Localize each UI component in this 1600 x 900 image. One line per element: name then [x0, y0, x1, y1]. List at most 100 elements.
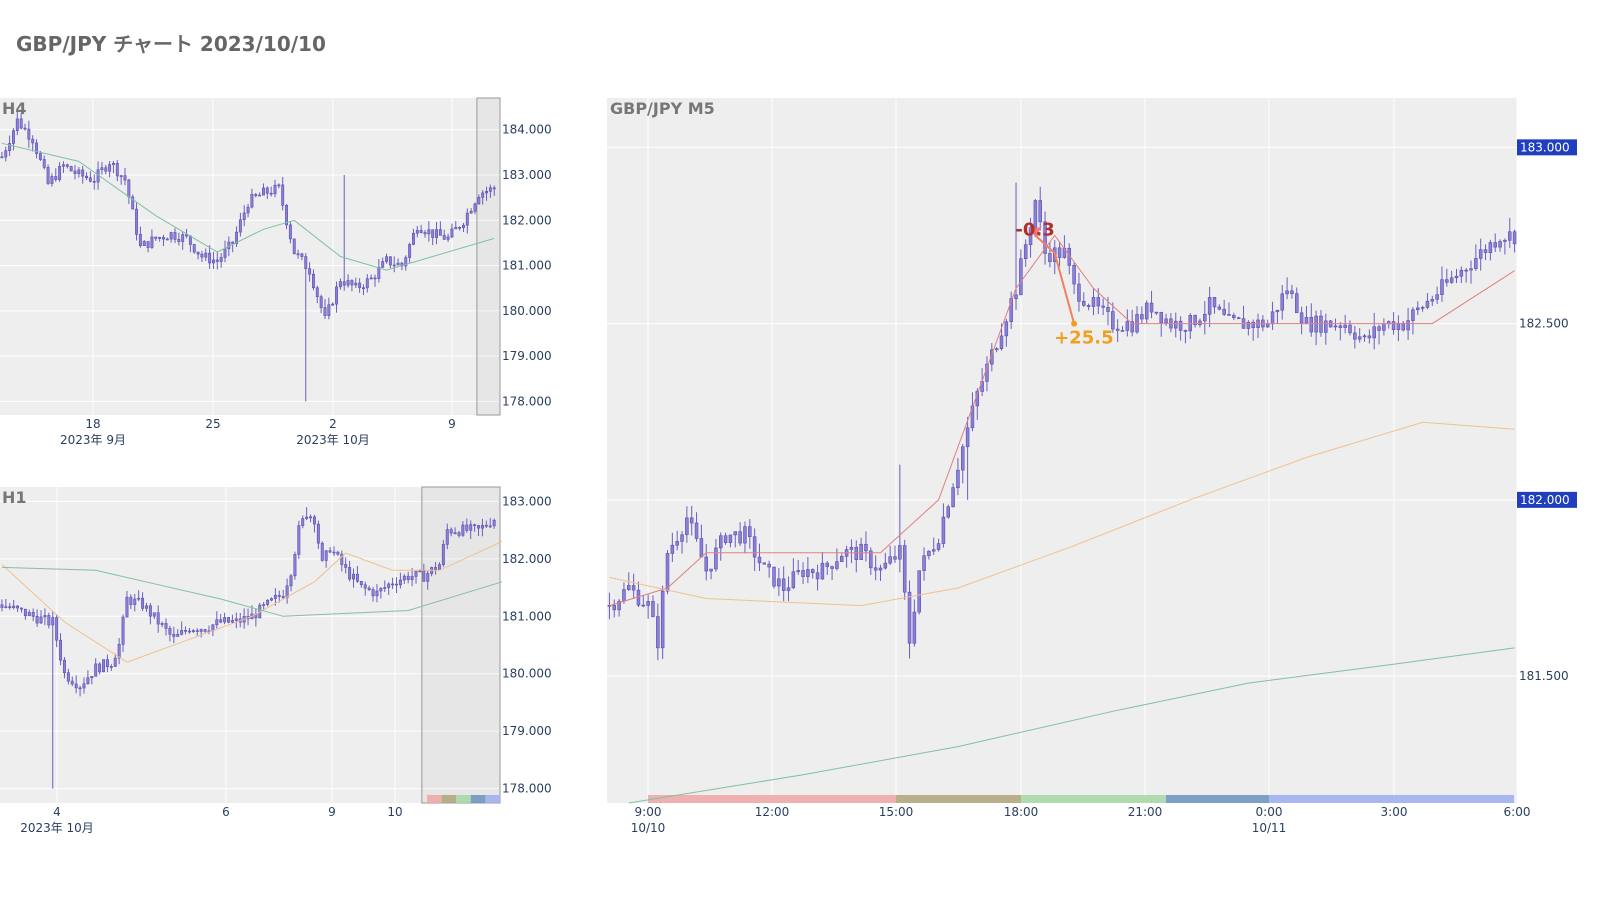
candle-body	[50, 176, 54, 184]
candle-body	[815, 572, 820, 580]
candle-body	[379, 588, 383, 592]
session-segment	[896, 795, 1021, 803]
candle-body	[12, 130, 15, 144]
candle-body	[414, 570, 418, 577]
candle-body	[195, 630, 199, 632]
candle-body	[680, 534, 684, 542]
y-tick-label: 184.000	[502, 123, 552, 137]
candle-body	[646, 601, 650, 606]
candle-body	[902, 545, 907, 593]
candle-body	[465, 212, 469, 226]
candle-body	[1304, 316, 1309, 324]
candle-body	[631, 585, 636, 591]
candle-body	[738, 531, 742, 544]
candle-body	[117, 643, 121, 659]
candle-body	[300, 253, 304, 257]
candle-body	[308, 268, 312, 275]
x-tick-label: 12:00	[755, 805, 790, 819]
candle-body	[622, 589, 626, 602]
candle-body	[301, 518, 305, 526]
candle-body	[426, 573, 430, 582]
candle-body	[73, 170, 77, 174]
candle-body	[1144, 302, 1149, 320]
x-tick-label: 15:00	[879, 805, 914, 819]
candle-body	[113, 657, 117, 667]
candle-body	[1091, 297, 1096, 307]
candle-body	[297, 525, 301, 555]
candle-body	[825, 562, 829, 567]
candle-body	[1309, 316, 1314, 333]
x-tick-label: 6	[222, 805, 230, 819]
candle-body	[131, 196, 135, 210]
candle-body	[23, 127, 27, 130]
candle-body	[873, 567, 878, 571]
candle-body	[1498, 241, 1502, 248]
candle-body	[627, 585, 631, 590]
candle-body	[119, 175, 123, 177]
candle-body	[994, 348, 999, 351]
candle-body	[391, 583, 395, 586]
candle-body	[806, 569, 810, 577]
candle-body	[419, 230, 423, 233]
candle-body	[656, 616, 660, 649]
candle-body	[141, 597, 145, 609]
candle-body	[277, 594, 281, 597]
candle-body	[177, 239, 181, 242]
candle-body	[323, 307, 327, 316]
candle-body	[354, 282, 358, 286]
y-tick-label: 178.000	[502, 782, 552, 796]
candle-body	[0, 156, 4, 159]
candle-body	[358, 282, 362, 289]
candle-body	[180, 630, 184, 635]
candle-body	[480, 524, 484, 529]
y-tick-label: 180.000	[502, 667, 552, 681]
session-segment	[456, 795, 471, 803]
candle-body	[69, 166, 73, 172]
candle-body	[215, 619, 219, 626]
candle-body	[373, 277, 377, 280]
candle-body	[81, 169, 85, 177]
candle-body	[1275, 309, 1280, 313]
candle-body	[94, 663, 98, 677]
candle-body	[445, 529, 449, 545]
candle-body	[1164, 318, 1168, 324]
candle-body	[58, 165, 62, 180]
candle-body	[346, 280, 350, 286]
x-tick-label: 4	[53, 805, 61, 819]
candle-body	[1173, 320, 1178, 329]
candle-body	[82, 683, 86, 689]
candle-body	[184, 630, 188, 632]
candle-body	[395, 583, 398, 586]
candle-body	[1435, 294, 1439, 300]
candle-body	[125, 596, 129, 618]
candle-body	[102, 659, 105, 673]
candle-body	[469, 210, 473, 214]
candle-body	[422, 570, 426, 582]
candle-body	[77, 169, 81, 174]
candle-body	[1372, 326, 1376, 339]
candle-body	[1178, 320, 1183, 331]
candle-body	[281, 596, 285, 599]
candle-body	[219, 257, 223, 262]
candle-body	[1324, 320, 1328, 333]
candle-body	[316, 523, 320, 544]
candle-body	[869, 550, 873, 569]
candle-body	[319, 296, 323, 308]
candle-body	[162, 237, 165, 240]
x-tick-label: 9	[448, 417, 456, 431]
candle-body	[1382, 323, 1386, 331]
session-segment	[1269, 795, 1514, 803]
candle-body	[204, 252, 208, 258]
candle-body	[1048, 253, 1052, 262]
candle-body	[215, 259, 219, 262]
candle-body	[377, 266, 381, 279]
candle-body	[999, 335, 1004, 349]
candle-body	[1474, 258, 1478, 269]
candle-body	[331, 303, 335, 306]
candle-body	[398, 579, 402, 586]
candle-body	[1319, 315, 1323, 333]
candle-body	[1449, 277, 1454, 283]
candle-body	[660, 590, 665, 649]
candle-body	[917, 570, 921, 613]
